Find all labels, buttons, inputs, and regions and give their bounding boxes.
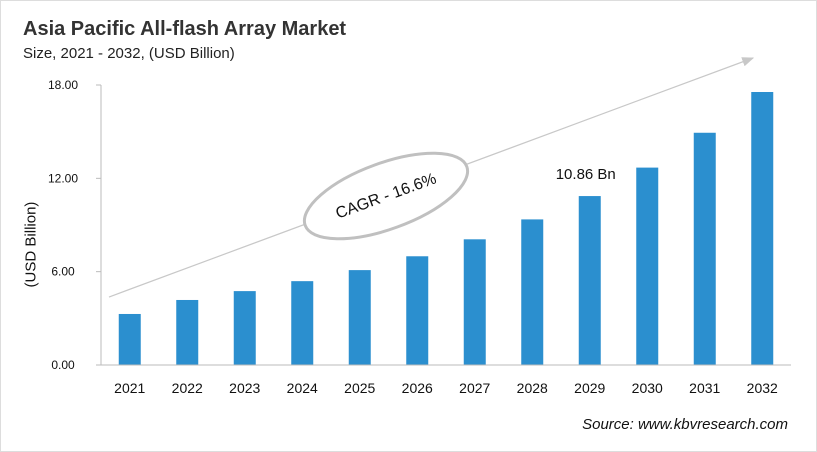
x-tick-label: 2031 [689,380,720,396]
x-tick-label: 2030 [632,380,663,396]
data-label-2029: 10.86 Bn [556,166,616,183]
x-tick-label: 2022 [172,380,203,396]
bar-2022 [176,299,199,365]
x-tick-label: 2025 [344,380,375,396]
bar-2021 [118,313,141,365]
bar-2028 [521,219,544,365]
y-tick-label: 6.00 [51,265,75,279]
x-tick-label: 2021 [114,380,145,396]
chart-subtitle: Size, 2021 - 2032, (USD Billion) [23,45,235,62]
bar-2024 [291,281,314,365]
x-tick-label: 2023 [229,380,260,396]
x-tick-label: 2026 [402,380,433,396]
x-tick-label: 2029 [574,380,605,396]
x-tick-label: 2024 [287,380,318,396]
y-tick-label: 12.00 [48,171,78,185]
source-note: Source: www.kbvresearch.com [582,416,788,433]
bar-2026 [406,256,429,365]
x-tick-label: 2032 [747,380,778,396]
bar-2029 [578,196,601,365]
bar-2032 [751,92,774,365]
x-tick-label: 2027 [459,380,490,396]
bar-2023 [233,291,256,365]
cagr-ellipse [302,151,470,241]
y-tick-label: 0.00 [51,358,75,372]
bar-2031 [693,132,716,365]
chart-title: Asia Pacific All-flash Array Market [23,18,347,40]
bar-2027 [463,239,486,365]
bar-2030 [636,167,659,365]
bar-2025 [348,270,371,365]
x-tick-label: 2028 [517,380,548,396]
y-tick-label: 18.00 [48,78,78,92]
